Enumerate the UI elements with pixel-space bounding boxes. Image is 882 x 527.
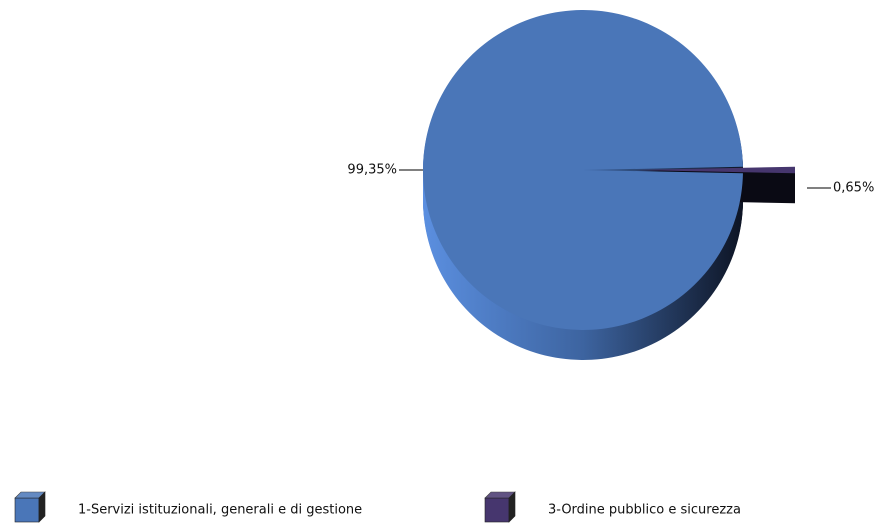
- legend-label: 3-Ordine pubblico e sicurezza: [548, 503, 741, 518]
- legend-swatch-side: [38, 491, 46, 523]
- data-label: 99,35%: [347, 163, 397, 178]
- slice: [423, 10, 743, 331]
- data-label: 0,65%: [833, 181, 874, 196]
- legend-swatch: [484, 497, 510, 523]
- legend-swatch-side: [508, 491, 516, 523]
- legend-swatch: [14, 497, 40, 523]
- legend-label: 1-Servizi istituzionali, generali e di g…: [78, 503, 362, 518]
- slice: [635, 166, 795, 174]
